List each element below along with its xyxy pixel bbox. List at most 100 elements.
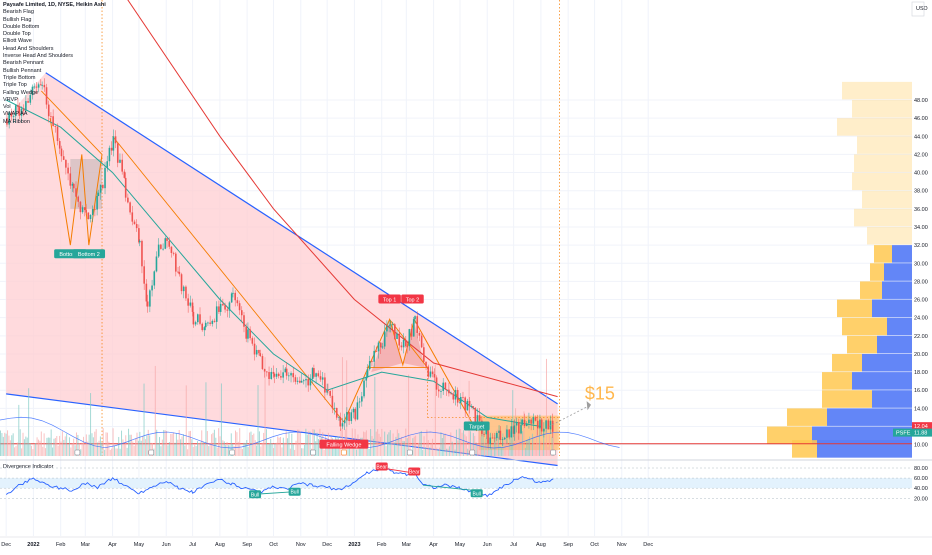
candle-body	[175, 253, 177, 272]
legend-item[interactable]: Triple Bottom	[3, 74, 36, 81]
vp-bar-yellow	[767, 426, 812, 445]
legend-item[interactable]: Bullish Flag	[3, 16, 32, 23]
bull-divergence-line	[255, 491, 295, 495]
legend-item[interactable]: Elliott Wave	[3, 38, 32, 45]
legend-item[interactable]: Bearish Flag	[3, 9, 34, 16]
legend-item[interactable]: Triple Top	[3, 82, 27, 89]
candle-body	[178, 271, 181, 275]
volume-bar	[243, 442, 245, 456]
candle-body	[141, 240, 143, 267]
candle-body	[423, 347, 425, 362]
volume-bar	[258, 431, 260, 456]
candle-body	[280, 376, 282, 378]
vp-bar-blue	[852, 372, 912, 390]
candle-body	[75, 188, 77, 197]
volume-bar	[294, 449, 296, 456]
candle-body	[83, 207, 86, 211]
wedge-lower-line	[6, 393, 558, 467]
candle-body	[211, 320, 214, 324]
candle-body	[114, 136, 117, 144]
volume-bar	[461, 432, 463, 456]
legend-item[interactable]: Double Bottom	[3, 23, 40, 30]
candle-body	[170, 246, 173, 253]
volume-bar	[275, 442, 277, 456]
volume-bar	[22, 432, 24, 456]
vp-bar-yellow	[837, 118, 912, 136]
vp-bar-yellow	[792, 440, 817, 458]
pattern-line	[112, 135, 345, 423]
candle-body	[400, 345, 403, 348]
volume-bar	[406, 438, 408, 456]
volume-bar	[28, 388, 30, 456]
candle-body	[108, 147, 111, 162]
volume-bar	[0, 430, 1, 456]
volume-bar	[306, 434, 308, 456]
volume-bar	[263, 432, 265, 456]
volume-bar	[132, 441, 134, 456]
volume-bar	[14, 447, 16, 456]
candle-body	[6, 118, 8, 125]
volume-bar	[118, 436, 120, 456]
legend-item[interactable]: Double Top	[3, 31, 31, 38]
volume-bar	[102, 428, 104, 456]
y-tick-label: 18.00	[914, 370, 928, 376]
legend-item[interactable]: Inverse Head And Shoulders	[3, 53, 74, 60]
legend-item[interactable]: MA Ribbon	[3, 118, 30, 125]
legend-item[interactable]: Bullish Pennant	[3, 67, 42, 74]
candle-body	[56, 126, 59, 142]
candle-body	[329, 391, 331, 396]
volume-bar	[261, 442, 263, 456]
candle-body	[521, 419, 524, 425]
volume-bar	[143, 383, 145, 456]
candle-body	[540, 419, 543, 432]
volume-bar	[122, 439, 124, 456]
legend-item[interactable]: VWAP AA	[3, 111, 28, 118]
legend-item[interactable]: Vol	[3, 104, 11, 111]
volume-bar	[455, 429, 457, 456]
volume-bar	[18, 404, 20, 456]
double-top-fill	[402, 322, 425, 368]
volume-bar	[101, 442, 103, 456]
volume-bar	[56, 436, 58, 456]
vp-bar-blue	[884, 263, 912, 281]
candle-body	[124, 177, 127, 198]
candle-body	[450, 393, 452, 395]
event-marker	[341, 449, 347, 456]
volume-bar	[40, 431, 42, 456]
candle-body	[45, 87, 48, 105]
candle-body	[255, 349, 258, 355]
candle-body	[354, 408, 357, 420]
volume-bar	[503, 437, 505, 456]
volume-bar	[495, 433, 497, 456]
volume-bar	[481, 432, 483, 456]
volume-bar	[415, 435, 417, 456]
vp-bar-blue	[872, 299, 912, 318]
vp-bar-blue	[827, 408, 912, 426]
volume-bar	[130, 434, 132, 456]
candle-body	[501, 439, 504, 441]
legend-item[interactable]: Bearish Pennant	[3, 60, 44, 67]
volume-bar	[159, 437, 161, 456]
candle-body	[259, 353, 262, 357]
volume-profile	[767, 81, 912, 458]
candle-body	[162, 248, 164, 250]
candle-body	[309, 378, 312, 386]
vp-bar-yellow	[852, 100, 912, 118]
candle-body	[288, 375, 290, 377]
volume-bar	[216, 447, 218, 456]
candle-body	[194, 322, 197, 325]
volume-bar	[534, 445, 536, 456]
candle-body	[427, 366, 430, 377]
volume-bar	[135, 438, 137, 456]
legend-item[interactable]: Head And Shoulders	[3, 45, 54, 52]
volume-bar	[372, 438, 374, 456]
y-tick-label: 28.00	[914, 279, 928, 285]
candle-body	[448, 389, 450, 394]
legend-item[interactable]: VRVP	[3, 96, 18, 103]
legend-item[interactable]: Falling Wedge	[3, 89, 39, 96]
volume-bar	[541, 449, 543, 456]
volume-bar	[237, 441, 239, 456]
volume-bar	[491, 448, 493, 456]
